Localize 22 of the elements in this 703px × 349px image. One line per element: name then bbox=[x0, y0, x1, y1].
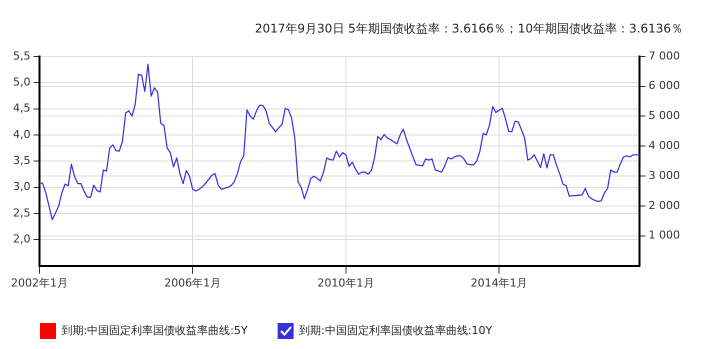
x-tick-label: 2006年1月 bbox=[164, 276, 222, 290]
y-tick-label: 4,5 bbox=[12, 102, 30, 115]
y-tick-label: 3,0 bbox=[12, 180, 30, 194]
y-tick-label: 5,5 bbox=[12, 49, 30, 62]
x-tick-label: 2002年1月 bbox=[10, 276, 68, 290]
x-tick-label: 2010年1月 bbox=[317, 276, 374, 290]
y-tick-label: 2,0 bbox=[12, 232, 30, 246]
y-tick-label: 4,0 bbox=[12, 128, 30, 141]
y2-tick-label: 7 000 bbox=[648, 49, 680, 62]
legend-label: 到期:中国固定利率国债收益率曲线:5Y bbox=[62, 324, 248, 337]
y2-tick-label: 2 000 bbox=[648, 198, 680, 212]
y2-tick-label: 1 000 bbox=[648, 228, 680, 242]
y-tick-label: 2,5 bbox=[12, 206, 30, 220]
y2-tick-label: 6 000 bbox=[648, 79, 680, 92]
y2-tick-label: 5 000 bbox=[648, 109, 680, 122]
y-tick-label: 3,5 bbox=[12, 154, 30, 167]
y2-tick-label: 4 000 bbox=[648, 139, 680, 152]
chart-title: 2017年9月30日 5年期国债收益率：3.6166％；10年期国债收益率：3.6136％ bbox=[254, 21, 683, 36]
y-tick-label: 5,0 bbox=[12, 75, 30, 88]
x-tick-label: 2014年1月 bbox=[470, 276, 528, 290]
legend-label: 到期:中国固定利率国债收益率曲线:10Y bbox=[299, 324, 493, 337]
y2-tick-label: 3 000 bbox=[648, 168, 680, 182]
